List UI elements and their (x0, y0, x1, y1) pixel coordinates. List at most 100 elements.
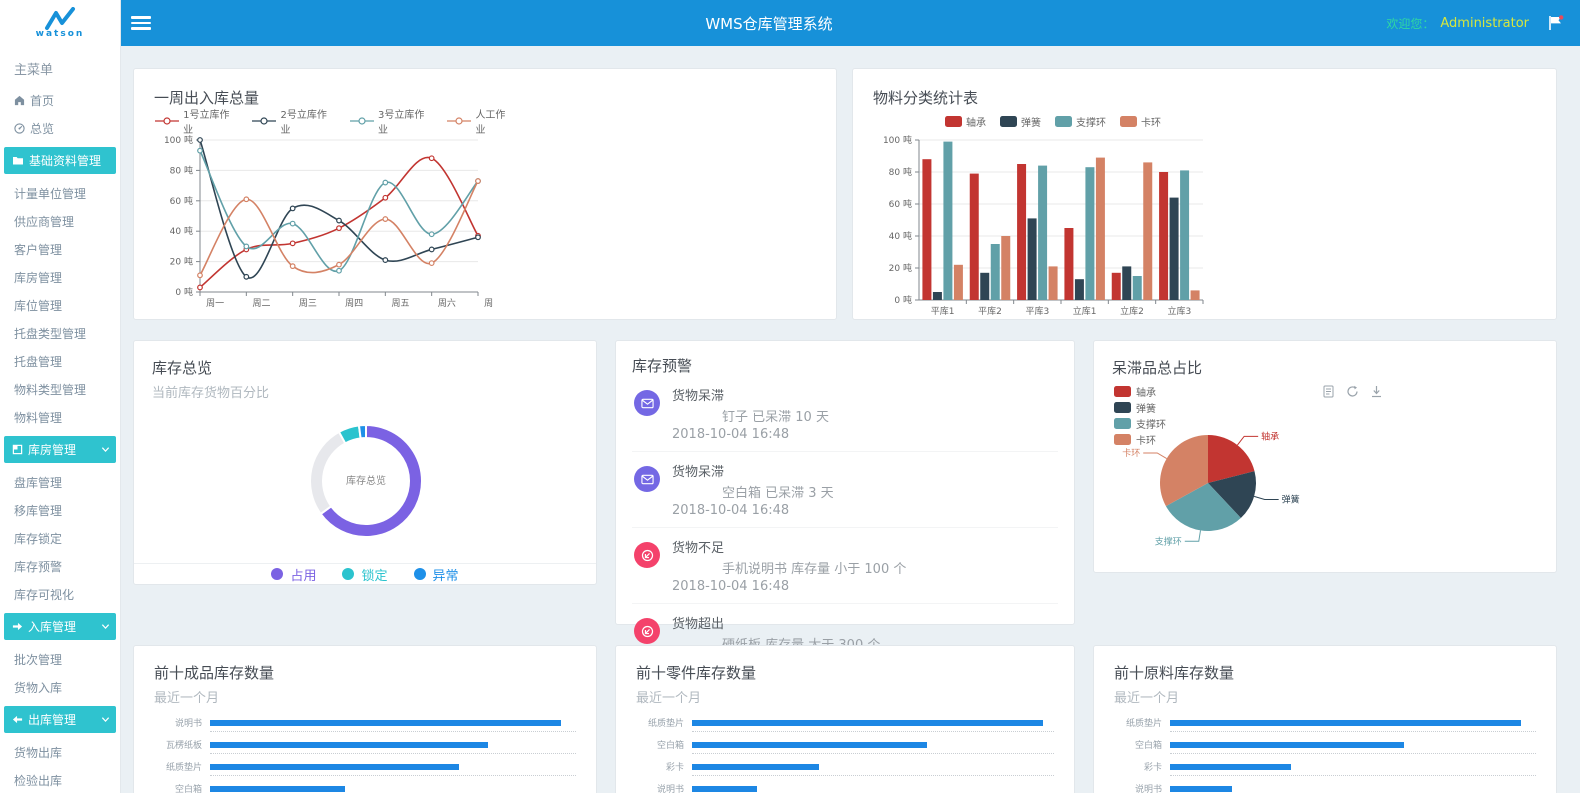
hbar-track (692, 786, 1054, 793)
sidebar-item-customer-mgmt[interactable]: 客户管理 (0, 235, 120, 263)
hbar-row: 纸质垫片 (1114, 720, 1536, 742)
svg-text:20 吨: 20 吨 (889, 262, 912, 274)
sidebar-item-goods-outbound[interactable]: 货物出库 (0, 738, 120, 766)
sidebar-item-label: 库房管理 (28, 443, 77, 457)
alert-item[interactable]: 货物呆滞空白箱 已呆滞 3 天 2018-10-04 16:48 (632, 451, 1058, 527)
restore-icon[interactable] (1346, 385, 1359, 398)
sidebar-item-move-mgmt[interactable]: 移库管理 (0, 496, 120, 524)
hbar-row: 空白箱 (636, 742, 1054, 764)
card-subtitle: 最近一个月 (636, 691, 702, 706)
card-title: 前十原料库存数量 (1114, 664, 1235, 682)
sidebar-item-outbound-group[interactable]: 出库管理 (4, 706, 116, 733)
sidebar-item-material-mgmt[interactable]: 物料管理 (0, 403, 120, 431)
legend-item[interactable]: 占用 (271, 565, 316, 584)
legend-item[interactable]: 卡环 (1120, 114, 1161, 129)
sidebar-item-warehouse-mgmt[interactable]: 库房管理 (0, 263, 120, 291)
legend-item[interactable]: 锁定 (342, 565, 388, 584)
folder-icon (12, 155, 24, 166)
hbar-track (210, 786, 576, 793)
legend-item[interactable]: 3号立库作业 (349, 106, 432, 136)
hamburger-icon[interactable] (131, 13, 151, 33)
sidebar-item-label: 库存可视化 (14, 587, 75, 602)
sidebar-item-stocktake-mgmt[interactable]: 盘库管理 (0, 468, 120, 496)
card-title: 库存总览 (152, 359, 213, 377)
sidebar-item-goods-inbound[interactable]: 货物入库 (0, 673, 120, 701)
sidebar-item-label: 库存预警 (14, 559, 63, 574)
hbar-track (210, 720, 576, 732)
alert-item[interactable]: 货物呆滞 钉子 已呆滞 10 天 2018-10-04 16:48 (632, 376, 1058, 451)
sidebar-menu: 首页 总览 基础资料管理 计量单位管理 供应商管理 客户管理 库房管理 库位管理 托盘类型管理托… (0, 86, 120, 793)
sidebar-item-pallet-type-mgmt[interactable]: 托盘类型管理 (0, 319, 120, 347)
watson-logo-icon (45, 7, 75, 30)
hbar-track (210, 764, 576, 776)
sidebar-item-stock-visual[interactable]: 库存可视化 (0, 580, 120, 608)
legend-item[interactable]: 轴承 (1114, 383, 1166, 399)
svg-text:平库1: 平库1 (931, 305, 955, 317)
sidebar-item-pallet-mgmt[interactable]: 托盘管理 (0, 347, 120, 375)
hbar-label: 瓦楞纸板 (165, 741, 202, 751)
legend-item[interactable]: 异常 (413, 565, 459, 584)
sidebar-item-home[interactable]: 首页 (0, 86, 120, 114)
logo-text: watson (35, 29, 85, 39)
svg-text:周二: 周二 (252, 298, 270, 309)
alert-list: 货物呆滞 钉子 已呆滞 10 天 2018-10-04 16:48 货物呆滞 空白箱 已… (632, 376, 1058, 679)
legend-item[interactable]: 支撑环 (1055, 114, 1106, 129)
legend-item[interactable]: 轴承 (945, 114, 986, 129)
arrow-right-icon (12, 621, 23, 632)
data-view-icon[interactable] (1322, 385, 1335, 398)
card-title: 库存预警 (632, 357, 693, 375)
legend-item[interactable]: 人工作业 (446, 106, 514, 136)
card-title: 呆滞品总占比 (1112, 359, 1203, 377)
topbar: WMS仓库管理系统 欢迎您： Administrator (121, 0, 1580, 46)
legend-item[interactable]: 弹簧 (1000, 114, 1041, 129)
hbar-row: 空白箱 (154, 786, 576, 793)
legend-item[interactable]: 1号立库作业 (154, 106, 237, 136)
legend-item[interactable]: 卡环 (1114, 431, 1166, 447)
legend-item[interactable]: 弹簧 (1114, 399, 1166, 415)
hbar-label: 空白箱 (1134, 741, 1162, 751)
svg-text:20 吨: 20 吨 (170, 256, 193, 268)
sidebar-item-base-data[interactable]: 基础资料管理 (4, 147, 116, 174)
exceed-icon (634, 618, 660, 644)
sidebar-item-warehouse-group[interactable]: 库房管理 (4, 436, 116, 463)
sidebar-item-inbound-group[interactable]: 入库管理 (4, 613, 116, 640)
alert-item[interactable]: 货物不足 手机说明书 库存量 小于 100 个 2018-10-04 16:48 (632, 527, 1058, 603)
svg-text:60 吨: 60 吨 (889, 198, 912, 210)
sidebar-item-stock-warning[interactable]: 库存预警 (0, 552, 120, 580)
svg-text:周三: 周三 (299, 298, 317, 309)
sidebar-item-supplier-mgmt[interactable]: 供应商管理 (0, 207, 120, 235)
sidebar-item-label: 库房管理 (14, 270, 63, 285)
legend-item[interactable]: 支撑环 (1114, 415, 1166, 431)
flag-icon[interactable] (1547, 15, 1564, 31)
sidebar-item-label: 批次管理 (14, 652, 63, 667)
sidebar-item-batch-mgmt[interactable]: 批次管理 (0, 645, 120, 673)
hbar-label: 纸质垫片 (647, 719, 684, 729)
sidebar-item-location-mgmt[interactable]: 库位管理 (0, 291, 120, 319)
chart-legend[interactable]: 轴承 弹簧 支撑环 卡环 (1114, 383, 1166, 447)
chart-legend[interactable]: 轴承 弹簧 支撑环 卡环 (873, 112, 1233, 130)
legend-item[interactable]: 2号立库作业 (251, 106, 334, 136)
card-subtitle: 最近一个月 (1114, 691, 1180, 706)
alert-time: 2018-10-04 16:48 (672, 503, 790, 518)
hbar-row: 彩卡 (636, 764, 1054, 786)
hbar-row: 空白箱 (1114, 742, 1536, 764)
sidebar-item-unit-mgmt[interactable]: 计量单位管理 (0, 179, 120, 207)
sidebar: watson 主菜单 首页 总览 基础资料管理 计量单位管理 供应商管理 客户管理 库房管理… (0, 0, 121, 793)
sidebar-item-label: 物料类型管理 (14, 382, 87, 397)
sidebar-item-check-outbound[interactable]: 检验出库 (0, 766, 120, 793)
chart-legend[interactable]: 占用 锁定 异常 (134, 563, 596, 584)
sidebar-item-overview[interactable]: 总览 (0, 114, 120, 142)
download-icon[interactable] (1370, 385, 1383, 398)
logo[interactable]: watson (0, 0, 120, 46)
sidebar-item-material-type-mgmt[interactable]: 物料类型管理 (0, 375, 120, 403)
alert-title: 货物呆滞 (672, 465, 725, 480)
chart-legend[interactable]: 1号立库作业 2号立库作业 3号立库作业 人工作业 (154, 110, 514, 136)
sidebar-item-label: 客户管理 (14, 242, 63, 257)
alert-title: 货物超出 (672, 617, 725, 632)
welcome-label: 欢迎您： (1386, 16, 1435, 31)
sidebar-item-stock-lock[interactable]: 库存锁定 (0, 524, 120, 552)
hbar-label: 彩卡 (665, 763, 684, 773)
username[interactable]: Administrator (1440, 15, 1529, 31)
alert-detail: 空白箱 已呆滞 3 天 (722, 486, 834, 501)
top-raw-bar-chart: 纸质垫片 空白箱 彩卡 说明书 (1114, 720, 1536, 793)
